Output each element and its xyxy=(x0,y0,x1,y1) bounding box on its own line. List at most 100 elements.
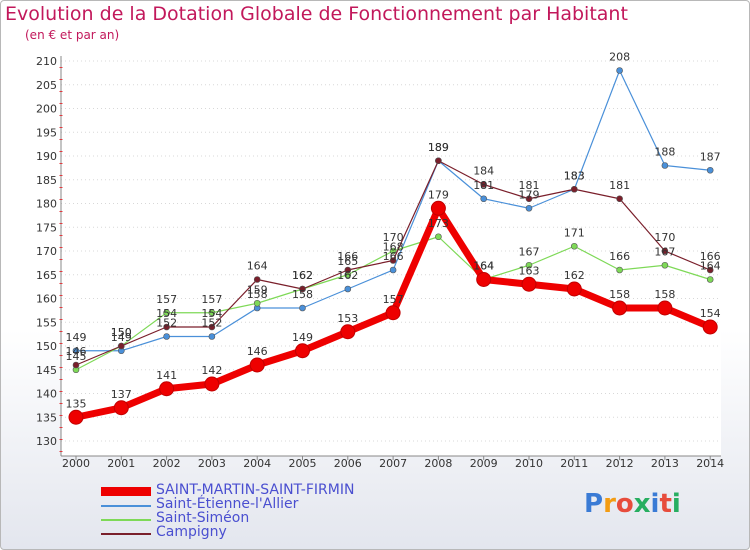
data-label: 135 xyxy=(66,397,87,410)
data-point xyxy=(344,266,352,274)
data-point xyxy=(389,257,397,264)
x-tick-label: 2009 xyxy=(470,457,498,470)
data-point xyxy=(661,162,669,169)
data-label: 162 xyxy=(292,269,313,282)
y-tick-label: 170 xyxy=(36,245,57,258)
data-point xyxy=(706,276,714,283)
data-label: 158 xyxy=(654,288,675,301)
data-point xyxy=(72,361,80,369)
data-label: 157 xyxy=(383,293,404,306)
legend-swatch xyxy=(101,533,151,535)
legend-swatch xyxy=(101,487,151,496)
data-label: 149 xyxy=(111,331,132,344)
data-point xyxy=(385,305,401,321)
data-point xyxy=(661,247,669,255)
data-label: 154 xyxy=(156,307,177,320)
data-point xyxy=(389,266,397,274)
data-point xyxy=(702,319,718,335)
data-point xyxy=(570,242,578,250)
data-point xyxy=(430,200,446,216)
data-point xyxy=(389,247,397,255)
data-label: 150 xyxy=(111,326,132,339)
y-tick-label: 200 xyxy=(36,103,57,116)
data-point xyxy=(340,324,356,340)
data-label: 157 xyxy=(201,293,222,306)
legend-swatch xyxy=(101,505,151,507)
x-tick-label: 2010 xyxy=(515,457,543,470)
x-tick-label: 2014 xyxy=(696,457,724,470)
data-point xyxy=(249,357,265,373)
data-label: 157 xyxy=(156,293,177,306)
data-label: 170 xyxy=(383,231,404,244)
y-tick-label: 160 xyxy=(36,293,57,306)
data-label: 164 xyxy=(247,260,268,273)
data-label: 164 xyxy=(473,260,494,273)
data-point xyxy=(253,299,261,307)
data-label: 145 xyxy=(66,350,87,363)
data-label: 208 xyxy=(609,51,630,64)
data-point xyxy=(68,409,84,425)
x-tick-label: 2000 xyxy=(62,457,90,470)
data-point xyxy=(208,323,216,331)
y-tick-label: 185 xyxy=(36,174,57,187)
data-point xyxy=(661,261,669,269)
data-point xyxy=(706,266,714,274)
data-point xyxy=(480,181,488,188)
data-point xyxy=(616,67,623,74)
data-label: 165 xyxy=(337,255,358,268)
x-tick-label: 2001 xyxy=(107,457,135,470)
data-label: 181 xyxy=(609,179,630,192)
data-point xyxy=(525,195,533,203)
data-label: 166 xyxy=(609,250,630,263)
data-label: 181 xyxy=(519,179,540,192)
data-label: 162 xyxy=(292,269,313,282)
data-label: 158 xyxy=(292,288,313,301)
data-label: 146 xyxy=(247,345,268,358)
data-label: 166 xyxy=(337,250,358,263)
proxiti-logo: Proxiti xyxy=(584,489,681,519)
data-label: 183 xyxy=(564,169,585,182)
x-tick-label: 2002 xyxy=(153,457,181,470)
data-point xyxy=(616,266,623,274)
data-label: 188 xyxy=(654,146,675,159)
y-tick-label: 140 xyxy=(36,388,57,401)
data-label: 153 xyxy=(337,312,358,325)
data-label: 167 xyxy=(519,245,540,258)
data-label: 158 xyxy=(609,288,630,301)
data-point xyxy=(159,381,175,397)
data-point xyxy=(476,272,492,287)
data-label: 158 xyxy=(247,288,268,301)
data-label: 166 xyxy=(383,250,404,263)
y-tick-label: 180 xyxy=(36,198,57,211)
y-tick-label: 135 xyxy=(36,411,57,424)
x-tick-label: 2013 xyxy=(651,457,679,470)
data-point xyxy=(295,343,310,359)
data-point xyxy=(435,157,442,165)
x-tick-label: 2003 xyxy=(198,457,226,470)
data-label: 167 xyxy=(654,245,675,258)
data-label: 171 xyxy=(564,226,585,239)
data-label: 187 xyxy=(700,150,721,163)
data-label: 183 xyxy=(564,169,585,182)
data-point xyxy=(566,281,582,297)
legend-swatch xyxy=(101,519,151,521)
data-label: 189 xyxy=(428,141,449,154)
data-label: 173 xyxy=(428,217,449,230)
data-label: 162 xyxy=(564,269,585,282)
data-label: 154 xyxy=(700,307,721,320)
y-tick-label: 145 xyxy=(36,364,57,377)
data-point xyxy=(525,204,533,212)
data-point xyxy=(657,300,673,316)
y-tick-label: 205 xyxy=(36,79,57,92)
data-point xyxy=(204,376,220,392)
data-label: 181 xyxy=(473,179,494,192)
x-tick-label: 2007 xyxy=(379,457,407,470)
data-point xyxy=(480,195,488,203)
data-point xyxy=(706,166,714,174)
data-point xyxy=(435,233,442,241)
legend-label: SAINT-MARTIN-SAINT-FIRMIN xyxy=(156,482,355,498)
y-tick-label: 165 xyxy=(36,269,57,282)
data-label: 179 xyxy=(428,188,449,201)
legend-label: Campigny xyxy=(156,524,227,540)
